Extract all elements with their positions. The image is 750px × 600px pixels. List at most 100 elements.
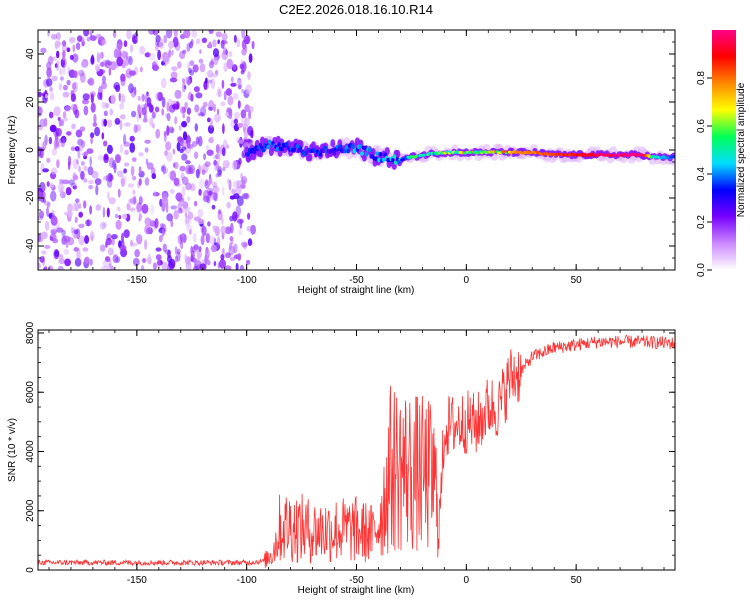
noise-blob: [205, 145, 210, 150]
noise-blob: [186, 225, 193, 232]
noise-blob: [232, 160, 238, 171]
snr-x-axis: -150 -100 -50 0 50: [48, 330, 665, 586]
noise-blob: [115, 84, 121, 93]
noise-blob: [72, 44, 76, 53]
noise-blob: [120, 175, 127, 185]
colorbar-tick-label: 0.4: [696, 167, 707, 181]
noise-blob: [46, 67, 52, 78]
noise-blob: [178, 124, 182, 131]
noise-blob: [110, 61, 117, 71]
noise-blob: [152, 64, 159, 71]
noise-blob: [169, 77, 178, 83]
noise-blob: [74, 257, 82, 267]
track-core: [343, 148, 347, 154]
noise-blob: [209, 136, 215, 144]
noise-blob: [204, 180, 210, 190]
noise-blob: [68, 179, 75, 186]
noise-blob: [50, 228, 58, 235]
noise-blob: [77, 148, 81, 159]
noise-blob: [241, 176, 248, 185]
noise-blob: [167, 49, 172, 58]
noise-blob: [115, 43, 123, 50]
track-core: [314, 153, 318, 158]
noise-blob: [144, 139, 151, 144]
noise-blob: [112, 30, 117, 38]
noise-blob: [89, 30, 93, 37]
noise-blob: [129, 142, 136, 153]
noise-blob: [172, 162, 176, 168]
noise-blob: [84, 235, 90, 244]
noise-blob: [166, 151, 173, 162]
noise-blob: [190, 250, 195, 260]
noise-blob: [78, 223, 85, 229]
noise-blob: [190, 39, 194, 45]
noise-blob: [186, 78, 191, 86]
noise-blob: [73, 229, 79, 235]
noise-blob: [239, 63, 245, 70]
noise-blob: [181, 146, 187, 151]
noise-blob: [46, 78, 53, 87]
track-core: [378, 152, 383, 157]
noise-blob: [250, 224, 256, 235]
noise-blob: [106, 144, 113, 154]
noise-blob: [241, 193, 249, 200]
noise-blob: [118, 215, 122, 220]
y-tick-label: 20: [25, 96, 36, 108]
noise-blob: [42, 140, 47, 150]
noise-blob: [162, 167, 169, 174]
noise-blob: [87, 77, 95, 86]
noise-blob: [51, 75, 58, 82]
noise-blob: [183, 85, 187, 90]
noise-blob: [40, 231, 48, 240]
noise-blob: [80, 61, 88, 68]
noise-blob: [193, 265, 199, 270]
track-core: [261, 148, 266, 153]
noise-blob: [221, 79, 225, 89]
noise-blob: [107, 191, 110, 200]
noise-blob: [195, 136, 200, 145]
noise-blob: [76, 249, 81, 261]
noise-blob: [226, 201, 231, 209]
noise-blob: [128, 198, 135, 204]
noise-blob: [245, 84, 253, 95]
noise-blob: [61, 229, 66, 237]
noise-blob: [204, 248, 210, 260]
noise-blob: [101, 81, 107, 90]
noise-blob: [157, 49, 162, 61]
noise-blob: [123, 133, 127, 145]
track-core: [252, 149, 257, 154]
noise-blob: [229, 222, 234, 234]
noise-blob: [132, 35, 138, 45]
noise-blob: [49, 92, 55, 101]
noise-blob: [44, 93, 48, 99]
noise-blob: [41, 191, 46, 200]
noise-blob: [107, 263, 113, 270]
noise-blob: [115, 219, 122, 230]
noise-blob: [54, 40, 61, 48]
noise-blob: [216, 86, 222, 95]
noise-blob: [181, 176, 189, 185]
noise-blob: [151, 111, 156, 119]
noise-blob: [222, 47, 228, 55]
noise-blob: [144, 147, 149, 153]
track-core: [358, 144, 363, 149]
noise-blob: [107, 247, 114, 256]
noise-blob: [55, 127, 62, 137]
noise-blob: [194, 123, 198, 132]
noise-blob: [49, 124, 57, 133]
noise-blob: [64, 106, 71, 113]
noise-blob: [112, 254, 119, 263]
noise-blob: [193, 244, 199, 251]
x-tick-label: 50: [571, 275, 583, 286]
noise-blob: [56, 159, 60, 169]
x-tick-label: -150: [127, 575, 147, 586]
noise-blob: [50, 190, 57, 202]
noise-blob: [46, 206, 49, 217]
noise-blob: [172, 148, 176, 155]
noise-blob: [108, 257, 112, 268]
noise-blob: [248, 109, 252, 120]
noise-blob: [161, 228, 165, 237]
noise-blob: [87, 166, 94, 176]
noise-blob: [79, 126, 86, 132]
noise-blob: [104, 256, 111, 263]
